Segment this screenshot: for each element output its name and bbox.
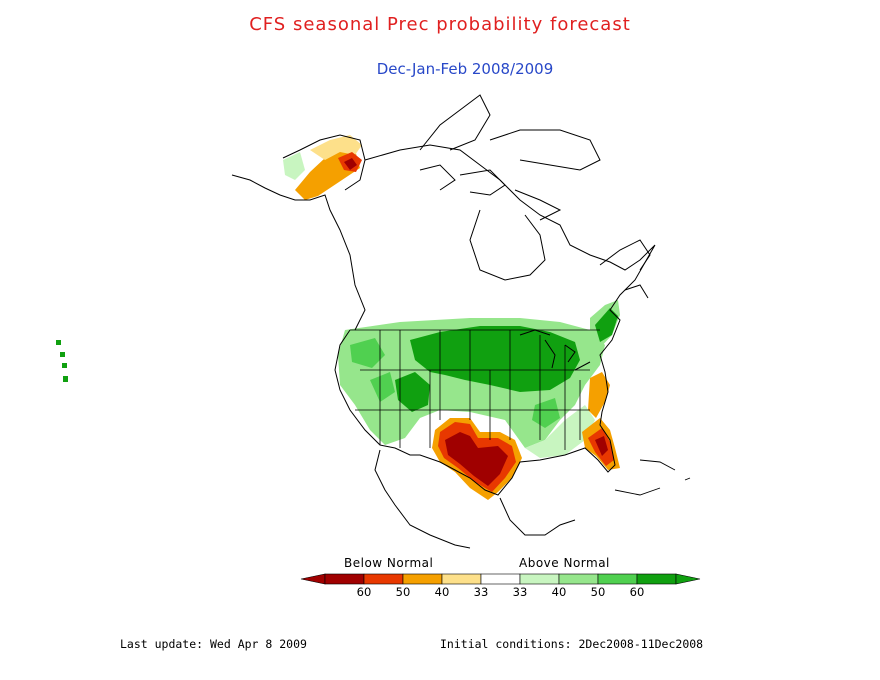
precip-probability-shading: [283, 135, 620, 500]
legend-tick-label: 50: [590, 585, 606, 599]
legend-swatch-normal-4: [480, 573, 521, 585]
above-normal-pale-band: [525, 405, 595, 458]
legend-swatch-below-1: [363, 573, 404, 585]
legend-swatch-above-6: [558, 573, 599, 585]
legend-arrow-below: [300, 573, 326, 585]
legend-below-normal-label: Below Normal: [344, 556, 434, 570]
arctic-islands: [419, 94, 601, 221]
above-normal-core: [410, 326, 580, 392]
mexico-outline: [374, 449, 576, 549]
figure-title: CFS seasonal Prec probability forecast: [249, 14, 631, 35]
hawaii-islands: [56, 340, 68, 382]
legend-tick-label: 40: [434, 585, 450, 599]
figure-subtitle: Dec-Jan-Feb 2008/2009: [376, 60, 554, 78]
legend-swatch-above-5: [519, 573, 560, 585]
legend-swatch-above-8: [636, 573, 677, 585]
legend-colorbar: [300, 573, 701, 585]
legend-tick-label: 60: [629, 585, 645, 599]
political-boundaries: [350, 329, 600, 450]
hudson-bay: [469, 209, 546, 281]
legend-swatch-below-3: [441, 573, 482, 585]
legend-above-normal-label: Above Normal: [519, 556, 610, 570]
labrador-coast: [599, 239, 651, 299]
continent-outline: [334, 144, 656, 496]
above-normal-core-west: [395, 372, 430, 412]
alaska-below-normal-darkest: [344, 158, 357, 170]
last-update-text: Last update: Wed Apr 8 2009: [120, 637, 307, 651]
caribbean: [614, 459, 691, 496]
legend-swatch-below-0: [324, 573, 365, 585]
legend-swatch-above-7: [597, 573, 638, 585]
below-normal-florida-darkest: [595, 436, 608, 456]
initial-conditions-text: Initial conditions: 2Dec2008-11Dec2008: [440, 637, 704, 651]
legend-tick-label: 60: [356, 585, 372, 599]
below-normal-texas-core: [445, 432, 508, 486]
above-normal-mid-patches: [350, 338, 560, 428]
legend-tick-label: 50: [395, 585, 411, 599]
legend-tick-label: 33: [512, 585, 528, 599]
legend-arrow-above: [675, 573, 701, 585]
legend-tick-label: 40: [551, 585, 567, 599]
coastlines: [231, 94, 691, 549]
alaska-above-normal: [283, 152, 305, 180]
legend-tick-label: 33: [473, 585, 489, 599]
alaska-outline: [231, 134, 366, 331]
above-normal-northeast-core: [595, 308, 618, 342]
legend-swatch-below-2: [402, 573, 443, 585]
